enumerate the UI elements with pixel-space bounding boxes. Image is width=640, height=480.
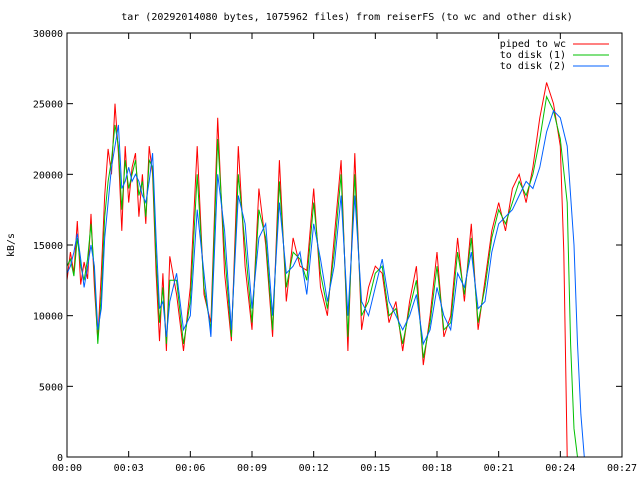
y-tick-label: 5000 xyxy=(39,382,63,393)
series-line-3 xyxy=(66,109,592,458)
plot-area xyxy=(66,82,592,458)
chart-title: tar (20292014080 bytes, 1075962 files) f… xyxy=(121,12,573,23)
y-tick-label: 30000 xyxy=(33,29,63,40)
y-axis-label: kB/s xyxy=(6,233,17,257)
x-tick-label: 00:09 xyxy=(237,463,267,474)
x-tick-label: 00:24 xyxy=(545,463,575,474)
x-tick-label: 00:18 xyxy=(422,463,452,474)
legend-label-2: to disk (1) xyxy=(500,50,566,61)
y-tick-label: 20000 xyxy=(33,170,63,181)
x-tick-label: 00:15 xyxy=(360,463,390,474)
x-tick-label: 00:21 xyxy=(484,463,514,474)
y-tick-label: 25000 xyxy=(33,100,63,111)
legend-label-1: piped to wc xyxy=(500,39,566,50)
x-tick-label: 00:27 xyxy=(607,463,637,474)
plot-frame xyxy=(66,32,623,458)
x-tick-label: 00:12 xyxy=(299,463,329,474)
y-tick-label: 10000 xyxy=(33,312,63,323)
x-tick-label: 00:06 xyxy=(175,463,205,474)
y-tick-label: 15000 xyxy=(33,241,63,252)
y-tick-label: 0 xyxy=(57,453,63,464)
axes: 0 5000 10000 15000 20000 25000 30000 00:00 00:03… xyxy=(33,29,637,474)
x-tick-label: 00:00 xyxy=(52,463,82,474)
series-line-1 xyxy=(66,82,581,458)
series-line-2 xyxy=(66,94,588,458)
legend-label-3: to disk (2) xyxy=(500,61,566,72)
x-tick-label: 00:03 xyxy=(114,463,144,474)
